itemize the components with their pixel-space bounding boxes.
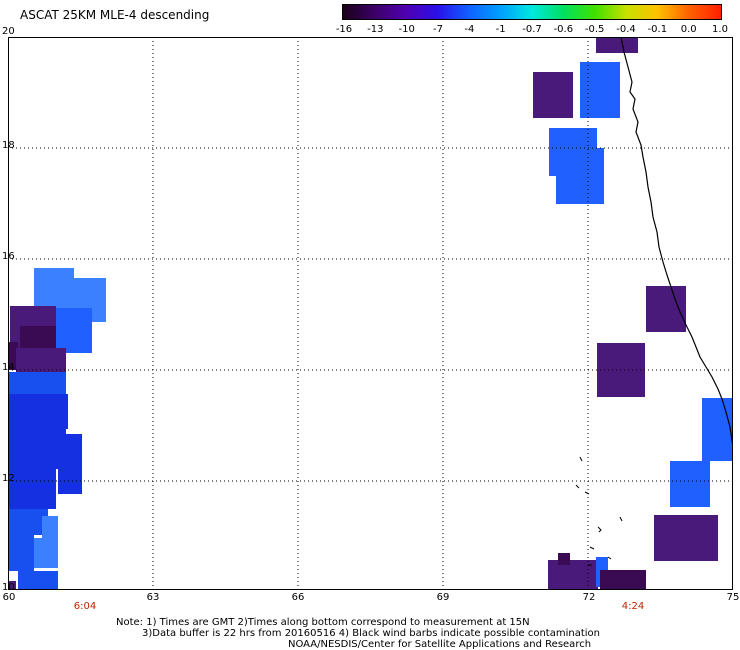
scale-label: -7 [433,24,443,35]
wind-cell [670,461,710,507]
island-shapes [575,456,623,566]
wind-cell [8,581,16,589]
color-scale-gradient [343,5,721,19]
gridlines [8,37,733,590]
lon-label-75: 75 [726,592,740,603]
scale-label: 0.0 [680,24,697,35]
scale-label: -16 [335,24,353,35]
scale-label: -1 [495,24,506,35]
coastline [620,37,733,448]
wind-cell [600,570,646,590]
lat-label-14: 14 [2,362,15,373]
note-line-1: Note: 1) Times are GMT 2)Times along bot… [116,617,530,628]
lat-label-20: 20 [2,26,15,37]
scale-label: -13 [367,24,384,35]
wind-cells [8,37,733,590]
lat-label-10: 10 [2,582,15,593]
wind-cell [8,372,66,394]
pass-time-west: 6:04 [73,601,97,612]
wind-cell [558,553,570,565]
scale-label: 1.0 [712,24,728,35]
note-line-3: NOAA/NESDIS/Center for Satellite Applica… [288,639,592,650]
lon-label-66: 66 [291,592,305,603]
wind-cell [580,62,620,118]
wind-cell [8,342,18,370]
scale-label: -0.1 [647,24,668,35]
wind-cell [8,535,34,571]
wind-cell [8,509,48,535]
scale-label: -10 [398,24,415,35]
lat-label-16: 16 [2,251,15,262]
wind-cell [654,515,718,561]
wind-cell [8,469,56,509]
wind-cell [18,571,58,589]
wind-cell [533,72,573,118]
wind-cell [702,398,733,461]
wind-cell [8,429,66,469]
wind-cell [34,538,58,568]
lon-label-72: 72 [582,592,596,603]
lat-label-12: 12 [2,473,15,484]
scale-label: -0.6 [553,24,574,35]
wind-cell [56,308,92,353]
map-title: ASCAT 25KM MLE-4 descending [20,8,210,22]
pass-time-east: 4:24 [621,601,645,612]
scale-label: -0.4 [616,24,636,35]
lon-label-69: 69 [436,592,450,603]
map-frame [8,37,733,590]
wind-cell [8,394,68,429]
map-plot-area [8,37,733,590]
lon-label-60: 60 [2,592,16,603]
note-line-2: 3)Data buffer is 22 hrs from 20160516 4)… [142,628,600,639]
scale-label: -0.5 [584,24,605,35]
wind-cell [556,148,604,204]
wind-cell [596,37,638,53]
lon-label-63: 63 [146,592,160,603]
scale-label: -0.7 [522,24,542,35]
scale-label: -4 [464,24,475,35]
wind-cell [58,434,82,494]
color-scale-bar [342,4,722,20]
lat-label-18: 18 [2,140,15,151]
